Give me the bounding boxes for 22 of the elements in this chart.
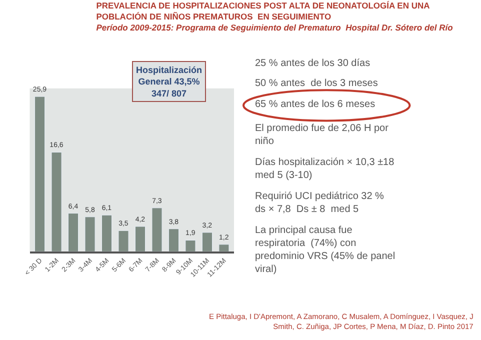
text: Período 2009-2015: Programa de Seguimiento del Prematuro Hospital Dr. Sótero del Río <box>96 22 453 33</box>
text: 50 % antes de los 3 meses <box>255 78 378 89</box>
text: 25 % antes de los 30 días <box>255 58 370 69</box>
bar <box>68 213 79 252</box>
annotation: Hospitalización General 43,5% 347/ 807 <box>136 65 202 98</box>
bar <box>152 208 162 252</box>
bar <box>168 228 179 252</box>
bar <box>134 226 146 252</box>
bar <box>185 240 196 252</box>
text: PREVALENCIA DE HOSPITALIZACIONES POST ALTA DE NEONATOLOGÍA EN UNA POBLACIÓN DE NIÑOS PREMATUROS EN SEGUIMIENTO <box>96 0 430 22</box>
bar <box>118 230 129 252</box>
bar <box>218 244 230 252</box>
bar <box>34 96 46 252</box>
bar <box>51 152 62 252</box>
text: La principal causa fue respiratoria (74%) con predominio VRS (45% de panel viral) <box>255 225 396 275</box>
bar <box>84 216 96 252</box>
text: 65 % antes de los 6 meses <box>255 99 376 110</box>
text: El promedio fue de 2,06 H por niño <box>255 123 390 147</box>
bar <box>101 214 112 252</box>
text: Días hospitalización × 10,3 ±18 med 5 (3-10) <box>255 157 395 181</box>
text: Requirió UCI pediátrico 32 % ds × 7,8 Ds ± 8 med 5 <box>255 191 384 215</box>
bar <box>202 232 212 252</box>
